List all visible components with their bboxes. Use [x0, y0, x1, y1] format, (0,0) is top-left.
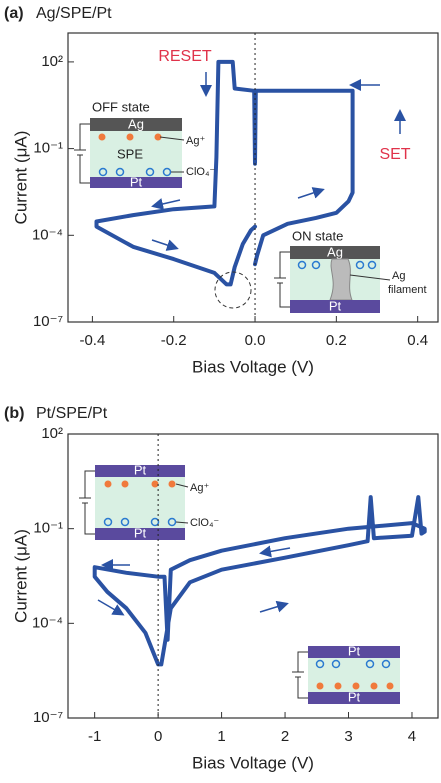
arrow [259, 600, 289, 613]
y-tick-label: 10⁻⁴ [32, 226, 63, 243]
inset-label: Ag⁺ [186, 135, 205, 147]
highlight-circle [214, 271, 252, 309]
inset-label: Pt [329, 298, 342, 313]
inset-label: Ag [128, 116, 144, 131]
panel-title: Ag/SPE/Pt [36, 5, 112, 22]
x-tick-label: 0 [154, 728, 162, 745]
x-tick-label: 0.2 [326, 332, 347, 349]
arrow [297, 187, 325, 199]
x-tick-label: -0.4 [79, 332, 105, 349]
y-tick-label: 10⁻⁷ [33, 313, 63, 330]
x-tick-label: 4 [408, 728, 416, 745]
y-tick-label: 10⁻¹ [33, 520, 63, 537]
inset-label: Ag [392, 270, 405, 282]
y-axis-label: Current (μA) [11, 529, 30, 623]
panel-label: (b) [4, 405, 24, 422]
inset-label: Ag [327, 244, 343, 259]
electrode [90, 177, 182, 188]
annotation: RESET [158, 48, 212, 65]
inset-b2: Pt Pt [292, 643, 400, 704]
annotation: SET [379, 146, 410, 163]
panel-title: Pt/SPE/Pt [36, 405, 108, 422]
iv-curve [94, 59, 355, 287]
y-tick-label: 10⁻⁴ [32, 614, 63, 631]
y-tick-label: 10⁻¹ [33, 140, 63, 157]
x-tick-label: 3 [344, 728, 352, 745]
inset-label: Pt [130, 174, 143, 189]
x-tick-label: 1 [217, 728, 225, 745]
x-axis-label: Bias Voltage (V) [192, 357, 314, 376]
inset-off: OFF state Ag SPE Pt Ag⁺ ClO₄⁻ [74, 99, 215, 189]
inset-label: Pt [134, 525, 147, 540]
inset-label: Ag⁺ [190, 482, 209, 494]
arrow [151, 198, 181, 210]
inset-label: ClO₄⁻ [190, 517, 219, 529]
inset-label: Pt [134, 462, 147, 477]
inset-label: filament [388, 284, 427, 296]
plot-frame [67, 32, 439, 323]
inset-label: ClO₄⁻ [186, 166, 215, 178]
x-axis-label: Bias Voltage (V) [192, 753, 314, 772]
inset-label: Pt [348, 689, 361, 704]
inset-on: ON state Ag Ag filament Pt [274, 228, 427, 313]
inset-b1: Pt Ag⁺ ClO₄⁻ Pt [79, 462, 219, 540]
electrode [90, 118, 182, 131]
y-tick-label: 10² [41, 425, 63, 442]
panel-label: (a) [4, 5, 24, 22]
inset-title: OFF state [92, 99, 150, 114]
inset-title: ON state [292, 228, 343, 243]
iv-curve [92, 495, 427, 667]
y-axis-label: Current (μA) [11, 131, 30, 225]
x-tick-label: 0.0 [245, 332, 266, 349]
x-tick-label: 0.4 [407, 332, 428, 349]
y-tick-label: 10⁻⁷ [33, 709, 63, 726]
inset-label: Pt [348, 643, 361, 658]
plot-frame [67, 433, 439, 719]
arrow [151, 239, 179, 251]
y-tick-label: 10² [41, 53, 63, 70]
arrow [259, 545, 291, 558]
inset-label: SPE [117, 146, 143, 161]
x-tick-label: -1 [88, 728, 101, 745]
arrow [97, 599, 125, 616]
x-tick-label: 2 [281, 728, 289, 745]
x-tick-label: -0.2 [161, 332, 187, 349]
